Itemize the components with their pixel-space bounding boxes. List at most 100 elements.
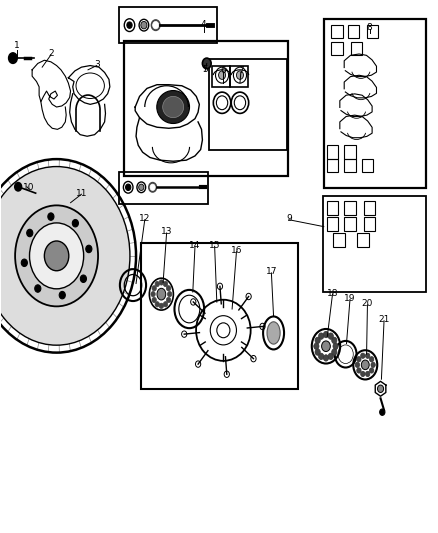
- Circle shape: [166, 297, 171, 303]
- Circle shape: [139, 184, 144, 190]
- Bar: [119, 172, 208, 204]
- Bar: [208, 59, 287, 150]
- Text: 15: 15: [209, 241, 220, 250]
- Circle shape: [166, 286, 171, 291]
- Text: 19: 19: [344, 294, 356, 303]
- Text: 5: 5: [202, 66, 208, 74]
- Circle shape: [357, 368, 361, 373]
- Text: 18: 18: [327, 288, 338, 297]
- Ellipse shape: [157, 288, 166, 300]
- Bar: [331, 42, 343, 55]
- Circle shape: [27, 229, 33, 237]
- Circle shape: [371, 362, 375, 368]
- Bar: [327, 201, 338, 215]
- Bar: [324, 19, 426, 188]
- Circle shape: [72, 220, 78, 227]
- Circle shape: [44, 241, 69, 271]
- Circle shape: [318, 353, 324, 360]
- Circle shape: [369, 368, 374, 373]
- Circle shape: [86, 245, 92, 253]
- Bar: [362, 159, 373, 172]
- Circle shape: [152, 297, 156, 303]
- Text: 7: 7: [238, 67, 244, 75]
- Circle shape: [365, 372, 370, 377]
- Text: 2: 2: [48, 50, 54, 58]
- Ellipse shape: [157, 91, 190, 124]
- Bar: [331, 25, 343, 38]
- Bar: [327, 159, 338, 172]
- Circle shape: [360, 372, 365, 377]
- Bar: [327, 217, 338, 231]
- Ellipse shape: [361, 360, 369, 369]
- Ellipse shape: [219, 71, 226, 79]
- Circle shape: [155, 302, 159, 307]
- Circle shape: [328, 353, 333, 360]
- Circle shape: [159, 280, 163, 285]
- Circle shape: [314, 343, 319, 350]
- Bar: [327, 146, 338, 159]
- Circle shape: [323, 355, 328, 361]
- Circle shape: [369, 357, 374, 362]
- Circle shape: [360, 353, 365, 358]
- Circle shape: [150, 184, 155, 190]
- Bar: [348, 25, 359, 38]
- Circle shape: [365, 353, 370, 358]
- Text: 9: 9: [286, 214, 292, 223]
- Ellipse shape: [151, 20, 160, 30]
- Circle shape: [15, 205, 98, 306]
- Ellipse shape: [162, 96, 184, 118]
- Circle shape: [80, 275, 86, 282]
- Circle shape: [29, 223, 84, 289]
- Text: 10: 10: [23, 183, 35, 192]
- Ellipse shape: [267, 322, 280, 344]
- Ellipse shape: [149, 182, 156, 192]
- Circle shape: [378, 385, 384, 392]
- Circle shape: [21, 259, 28, 266]
- Bar: [344, 159, 356, 172]
- Bar: [344, 217, 356, 231]
- Circle shape: [163, 281, 168, 287]
- Circle shape: [318, 333, 324, 340]
- Circle shape: [163, 302, 168, 307]
- Bar: [333, 233, 345, 247]
- Circle shape: [315, 349, 320, 356]
- Circle shape: [332, 349, 337, 356]
- Bar: [364, 217, 375, 231]
- Text: 11: 11: [76, 189, 87, 198]
- Ellipse shape: [321, 341, 330, 352]
- Circle shape: [323, 332, 328, 338]
- Circle shape: [167, 292, 172, 297]
- Circle shape: [380, 409, 385, 415]
- Text: 20: 20: [362, 299, 373, 308]
- Circle shape: [332, 337, 337, 344]
- Bar: [230, 66, 248, 87]
- Circle shape: [48, 213, 54, 220]
- Text: 4: 4: [201, 20, 207, 29]
- Circle shape: [333, 343, 338, 350]
- Circle shape: [328, 333, 333, 340]
- Ellipse shape: [237, 71, 244, 79]
- Circle shape: [159, 303, 163, 309]
- Bar: [344, 201, 356, 215]
- Text: 16: 16: [231, 246, 242, 255]
- Text: 8: 8: [367, 23, 372, 32]
- Circle shape: [35, 285, 41, 292]
- Circle shape: [59, 292, 65, 299]
- Bar: [212, 66, 230, 87]
- Circle shape: [357, 357, 361, 362]
- Bar: [119, 7, 217, 43]
- Circle shape: [202, 58, 211, 69]
- Circle shape: [127, 22, 132, 28]
- Bar: [323, 196, 426, 292]
- Circle shape: [355, 362, 360, 368]
- Text: 13: 13: [161, 228, 173, 237]
- Circle shape: [155, 281, 159, 287]
- Circle shape: [151, 292, 155, 297]
- Circle shape: [152, 286, 156, 291]
- Bar: [367, 25, 378, 38]
- Bar: [364, 201, 375, 215]
- Circle shape: [315, 337, 320, 344]
- Text: 6: 6: [220, 67, 226, 75]
- Text: 14: 14: [189, 241, 201, 250]
- Circle shape: [14, 182, 21, 191]
